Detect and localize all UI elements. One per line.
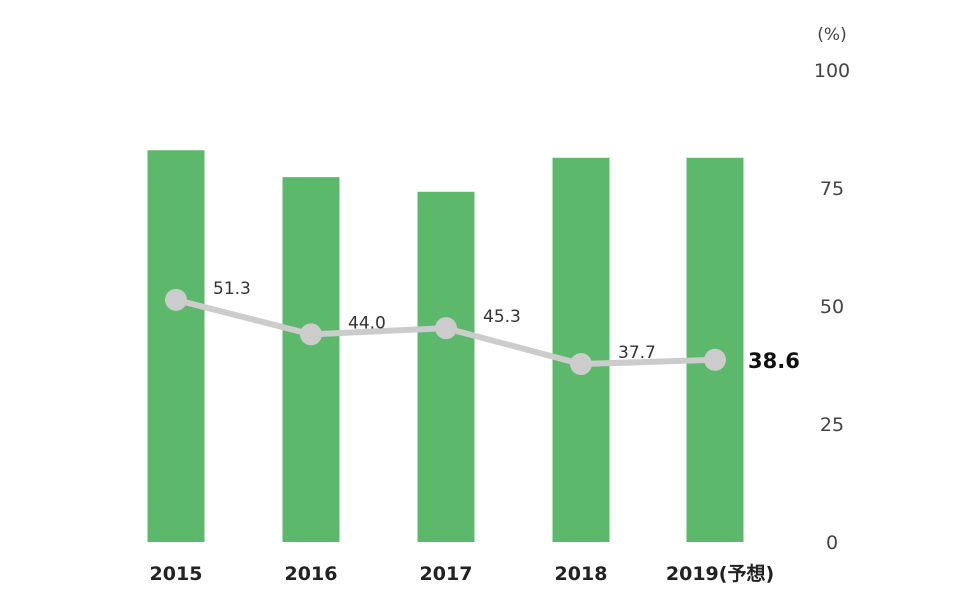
y-axis-unit: (%) [817,25,846,45]
x-tick-label: 2015 [150,563,203,585]
line-point [300,323,322,346]
x-tick-label: 2018 [555,563,608,585]
y-tick-label: 100 [814,60,850,82]
line-point [165,288,187,311]
data-label: 37.7 [618,343,656,363]
data-label: 38.6 [748,349,800,373]
x-tick-label: 2017 [420,563,473,585]
bar [282,177,340,543]
bar [417,191,475,542]
line-point [570,353,592,376]
bar [552,157,610,543]
data-label: 51.3 [213,279,251,299]
bar [147,150,205,543]
data-label: 45.3 [483,307,521,327]
x-tick-label: 2019(予想) [666,562,774,585]
y-tick-label: 50 [820,296,844,318]
y-tick-label: 75 [820,178,844,200]
line-point [435,317,457,340]
data-label: 44.0 [348,313,386,333]
line-point [704,348,726,371]
y-tick-label: 0 [826,532,838,554]
y-tick-label: 25 [820,414,844,436]
x-tick-label: 2016 [285,563,338,585]
